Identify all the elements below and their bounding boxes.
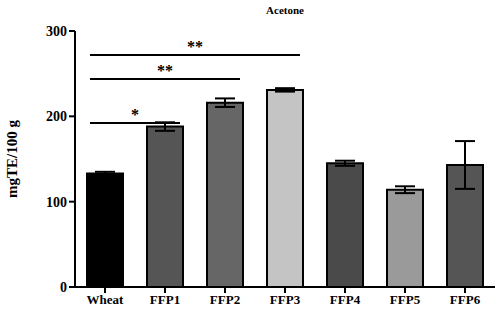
svg-text:FFP1: FFP1: [150, 292, 180, 307]
svg-text:FFP5: FFP5: [390, 292, 421, 307]
svg-text:200: 200: [46, 109, 67, 124]
svg-text:**: **: [157, 62, 173, 79]
svg-text:Acetone: Acetone: [266, 4, 304, 16]
svg-text:mgTE/100 g: mgTE/100 g: [8, 120, 20, 198]
svg-text:FFP4: FFP4: [330, 292, 361, 307]
svg-text:0: 0: [60, 280, 67, 295]
svg-text:*: *: [131, 106, 139, 123]
svg-text:100: 100: [46, 195, 67, 210]
svg-text:FFP3: FFP3: [270, 292, 301, 307]
svg-text:300: 300: [46, 24, 67, 39]
svg-text:FFP6: FFP6: [450, 292, 481, 307]
svg-text:FFP2: FFP2: [210, 292, 240, 307]
svg-text:Wheat: Wheat: [87, 292, 125, 307]
svg-text:**: **: [187, 38, 203, 55]
